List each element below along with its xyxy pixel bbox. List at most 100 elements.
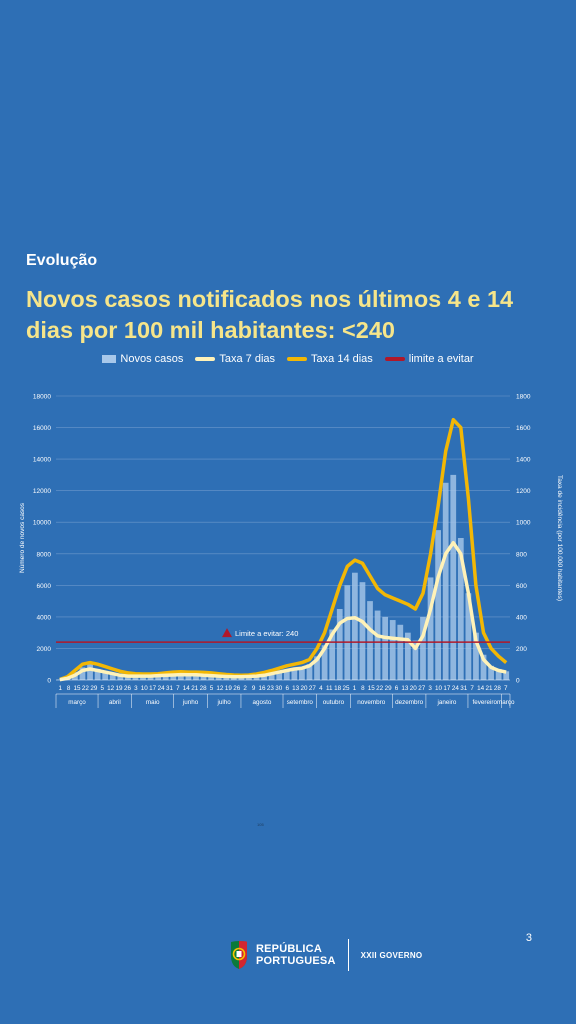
section-label: Evolução [26, 252, 98, 269]
footer-line-2: PORTUGUESA [256, 955, 336, 967]
x-tick-label: 13 [292, 685, 300, 692]
x-tick-label: 17 [149, 685, 157, 692]
x-tick-label: 24 [158, 685, 166, 692]
x-tick-label: 10 [141, 685, 149, 692]
bar-new-cases [185, 674, 192, 680]
portugal-emblem-icon [231, 941, 247, 969]
y2-tick-label: 800 [516, 551, 527, 558]
republica-portuguesa-text: REPÚBLICA PORTUGUESA [256, 943, 336, 967]
x-tick-label: 16 [258, 685, 266, 692]
bar-new-cases [291, 668, 298, 680]
threshold-layer: Limite a evitar: 240 [56, 628, 510, 643]
y2-tick-label: 400 [516, 614, 527, 621]
x-tick-label: 8 [361, 685, 365, 692]
x-tick-label: 30 [275, 685, 283, 692]
x-tick-label: 29 [385, 685, 393, 692]
bar-new-cases [420, 616, 426, 680]
month-label: agosto [253, 699, 272, 706]
bar-new-cases [215, 676, 222, 680]
bar-new-cases [140, 676, 146, 680]
x-tick-label: 27 [418, 685, 426, 692]
bar-new-cases [177, 674, 184, 680]
bar-new-cases [193, 674, 199, 680]
chart-canvas: Limite a evitar: 240 0200040006000800010… [19, 394, 563, 708]
x-tick-label: 15 [74, 685, 82, 692]
bar-new-cases [344, 585, 351, 680]
y2-tick-label: 1000 [516, 520, 531, 527]
bar-new-cases [329, 629, 336, 680]
bar-new-cases [306, 664, 313, 680]
y2-tick-label: 1200 [516, 488, 531, 495]
bar-new-cases [170, 674, 177, 680]
x-tick-label: 28 [494, 685, 502, 692]
legend-swatch-rate-7 [195, 357, 216, 361]
x-tick-label: 24 [452, 685, 460, 692]
x-tick-label: 4 [319, 685, 323, 692]
bar-new-cases [109, 673, 116, 680]
legend-label-rate-14: Taxa 14 dias [311, 353, 373, 365]
bar-new-cases [374, 610, 381, 680]
bar-new-cases [412, 640, 419, 680]
x-tick-label: 9 [252, 685, 256, 692]
x-tick-label: 11 [326, 685, 333, 692]
bar-new-cases [246, 676, 252, 680]
legend-item-new-cases: Novos casos [102, 353, 183, 365]
x-tick-label: 13 [401, 685, 409, 692]
bar-new-cases [382, 616, 389, 680]
y-tick-label: 10000 [33, 520, 51, 527]
x-tick-label: 21 [191, 685, 199, 692]
chart-gridlines [56, 395, 510, 649]
bar-new-cases [321, 645, 328, 680]
bar-new-cases [480, 654, 487, 680]
x-tick-label: 12 [216, 685, 224, 692]
footer-governo: XXII GOVERNO [360, 950, 423, 960]
x-tick-label: 14 [183, 685, 191, 692]
month-label: julho [216, 699, 231, 706]
x-tick-label: 19 [225, 685, 233, 692]
month-label: outubro [323, 699, 345, 706]
x-tick-label: 18 [334, 685, 342, 692]
x-tick-label: 17 [443, 685, 451, 692]
x-tick-label: 3 [134, 685, 138, 692]
bar-new-cases [200, 675, 207, 680]
y-tick-label: 16000 [33, 425, 51, 432]
x-tick-label: 22 [82, 685, 90, 692]
bar-new-cases [336, 609, 343, 680]
x-tick-label: 15 [368, 685, 376, 692]
month-label: maio [146, 699, 160, 706]
x-tick-label: 23 [267, 685, 275, 692]
chart-axes: 0200040006000800010000120001400016000180… [19, 394, 563, 708]
x-tick-label: 1 [353, 685, 357, 692]
bar-new-cases [208, 675, 214, 680]
x-tick-label: 2 [243, 685, 247, 692]
x-tick-label: 7 [176, 685, 180, 692]
y-axis-title: Número de novos casos [19, 502, 26, 573]
series-line-rate-14 [59, 417, 508, 682]
bar-new-cases [117, 674, 124, 680]
bar-new-cases [404, 632, 411, 680]
bar-new-cases [102, 671, 109, 680]
y2-tick-label: 600 [516, 583, 527, 590]
bar-new-cases [223, 676, 230, 680]
legend-item-rate-14: Taxa 14 dias [287, 353, 373, 365]
bar-new-cases [155, 675, 162, 680]
y-tick-label: 2000 [37, 646, 52, 653]
bar-new-cases [397, 624, 404, 680]
legend-label-threshold: limite a evitar [408, 353, 474, 365]
x-tick-label: 12 [107, 685, 115, 692]
y-tick-label: 8000 [37, 551, 52, 558]
threshold-label: Limite a evitar: 240 [235, 629, 298, 638]
x-tick-label: 21 [485, 685, 493, 692]
bar-new-cases [94, 668, 101, 680]
stray-mark: 105 [257, 822, 264, 827]
y-tick-label: 4000 [37, 614, 52, 621]
legend-swatch-threshold [384, 357, 405, 361]
bar-new-cases [359, 582, 366, 680]
month-label: março [497, 699, 515, 706]
legend-item-rate-7: Taxa 7 dias [195, 353, 275, 365]
bar-new-cases [435, 530, 441, 680]
month-label: dezembro [395, 699, 423, 706]
footer-line-1: REPÚBLICA [256, 943, 322, 955]
y-tick-label: 14000 [33, 457, 51, 464]
bar-new-cases [268, 673, 275, 680]
